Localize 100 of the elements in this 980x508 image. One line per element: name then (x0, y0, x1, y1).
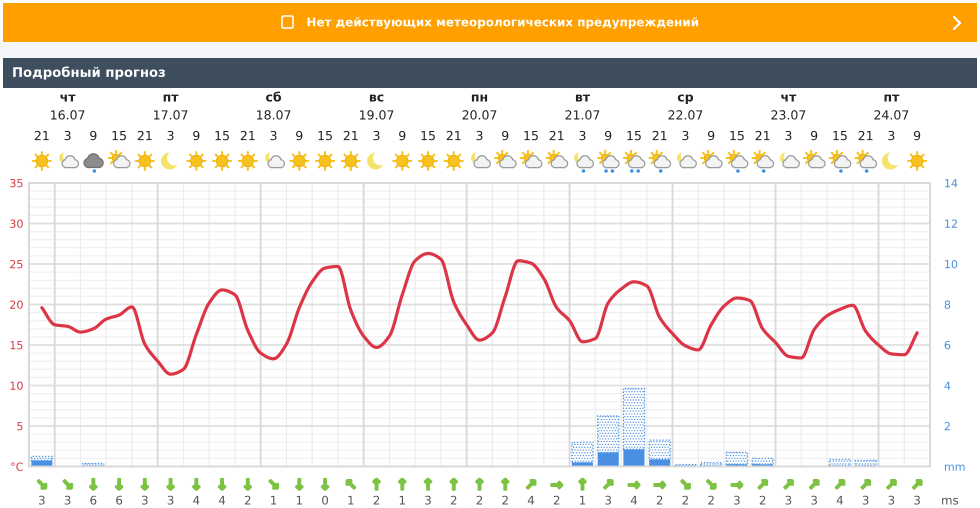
data-label: 3 (862, 496, 868, 505)
x-tick-label: 9 (90, 130, 96, 140)
data-label: 3 (786, 496, 792, 505)
y-tick-label: 35 (10, 178, 22, 188)
data-label: 1 (271, 496, 276, 504)
y-tick-label: °C (11, 462, 23, 471)
category-label: ↑ (502, 478, 509, 490)
data-label: 2 (708, 496, 714, 504)
y2-tick-label: 10 (945, 260, 958, 268)
x-tick-label: 21 (34, 130, 49, 140)
x-tick-label: 3 (476, 130, 482, 140)
data-label: 3 (39, 496, 45, 505)
x2-tick-label: вт 21.07 (565, 94, 600, 120)
x2-tick-label: пт 17.07 (154, 94, 188, 120)
data-label: 3 (142, 496, 148, 505)
data-label: 2 (502, 496, 508, 504)
category-label: ↘ (38, 480, 46, 489)
category-label: ↖ (346, 480, 356, 489)
x-tick-label: 15 (524, 131, 538, 140)
category-label: ↑ (398, 478, 406, 490)
data-label: 1 (580, 496, 586, 504)
x-tick-label: 21 (446, 130, 461, 140)
data-label: 1 (348, 496, 354, 504)
category-label: ↓ (167, 478, 174, 490)
y-tick-label: 5 (17, 422, 22, 430)
data-label: 4 (193, 496, 200, 504)
x-tick-label: 3 (374, 130, 380, 140)
x2-tick-label: пн 20.07 (462, 94, 496, 120)
x-tick-label: 9 (708, 130, 714, 140)
category-label: ↑ (579, 478, 586, 490)
x-tick-label: 3 (168, 130, 174, 140)
data-label: 2 (450, 496, 456, 504)
y2-tick-label: mm (944, 464, 965, 471)
category-label: → (654, 482, 666, 488)
data-label: 3 (811, 496, 817, 505)
data-label: 3 (168, 496, 174, 505)
data-label: 6 (90, 496, 96, 505)
x2-tick-label: чт 16.07 (51, 94, 84, 120)
category-label: ↑ (450, 478, 458, 490)
category-label: ↗ (913, 480, 922, 489)
x-tick-label: 3 (64, 130, 71, 140)
category-label: ↓ (193, 478, 200, 490)
data-label: 3 (914, 496, 920, 505)
data-label: 3 (888, 496, 894, 505)
x-tick-label: 15 (215, 131, 229, 140)
x-tick-label: 9 (502, 130, 508, 140)
y2-tick-label: 2 (944, 422, 950, 430)
category-label: → (551, 482, 562, 488)
x-tick-label: 15 (318, 131, 332, 140)
category-label: ↗ (784, 480, 793, 489)
data-label: 2 (682, 496, 688, 504)
data-label: 2 (476, 496, 482, 504)
category-label: ↗ (810, 480, 819, 489)
x-tick-label: 21 (344, 130, 358, 140)
data-label: 1 (296, 496, 302, 504)
x-tick-label: 9 (605, 130, 612, 140)
category-label: ↓ (142, 478, 148, 490)
category-label: ↘ (63, 480, 72, 489)
x-tick-label: 3 (682, 130, 688, 140)
x-tick-label: 15 (730, 131, 744, 140)
data-label: 0 (322, 496, 328, 505)
x2-tick-label: пт 24.07 (874, 94, 908, 120)
y2-tick-label: 6 (944, 340, 950, 350)
text: ms (942, 498, 958, 505)
category-label: ↑ (373, 478, 380, 490)
y2-tick-label: 4 (944, 382, 950, 390)
x-tick-label: 9 (193, 130, 200, 140)
y2-tick-label: 12 (945, 219, 957, 228)
category-label: → (732, 482, 742, 488)
category-label: ↗ (862, 480, 870, 489)
x-tick-label: 21 (138, 130, 152, 140)
y2-tick-label: 8 (944, 300, 950, 309)
x-tick-label: 3 (785, 130, 792, 140)
data-label: 3 (605, 496, 612, 505)
data-label: 2 (374, 496, 380, 504)
category-label: ↗ (526, 480, 536, 489)
category-label: → (628, 482, 640, 488)
chart-title: Подробный прогноз (13, 66, 165, 80)
x-tick-label: 15 (421, 131, 435, 140)
data-label: 3 (64, 496, 70, 505)
x2-tick-label: ср 22.07 (668, 94, 702, 120)
category-label: ↘ (707, 480, 716, 489)
data-label: 2 (656, 496, 662, 504)
x-tick-label: 3 (888, 130, 894, 140)
data-label: 2 (554, 496, 560, 504)
data-label: 2 (760, 496, 766, 504)
x-tick-label: 9 (296, 130, 302, 140)
data-label: 3 (425, 496, 431, 505)
category-label: ↓ (116, 478, 122, 490)
data-label: 4 (218, 496, 226, 504)
x-tick-label: 21 (240, 130, 255, 140)
category-label: ↓ (244, 478, 252, 490)
category-label: ↗ (758, 480, 768, 489)
x-tick-label: 21 (858, 130, 872, 140)
category-label: ↓ (322, 478, 328, 490)
data-label: 6 (116, 496, 122, 505)
category-label: ↘ (681, 480, 690, 489)
y-tick-label: 15 (10, 341, 22, 350)
data-label: 1 (400, 496, 405, 504)
x-tick-label: 21 (652, 130, 666, 140)
